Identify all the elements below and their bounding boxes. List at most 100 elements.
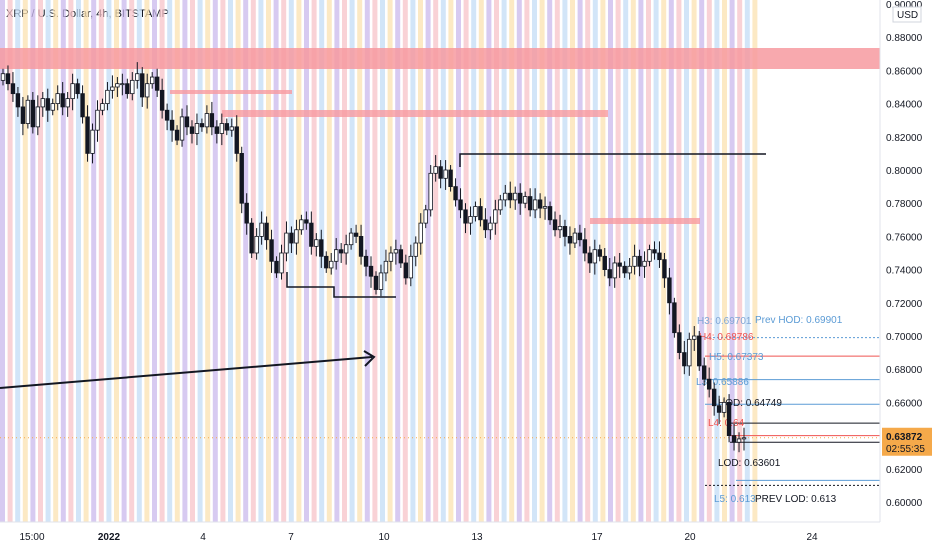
level-label: H4: 0.68786: [699, 332, 754, 343]
candle: [552, 211, 558, 237]
stripe: [15, 0, 21, 522]
candle: [542, 196, 548, 220]
candle: [637, 249, 642, 277]
candle-body: [269, 239, 274, 262]
stripe: [190, 0, 195, 522]
stripe: [136, 0, 142, 522]
candle: [75, 78, 80, 99]
candle: [562, 219, 568, 247]
candle-body: [493, 209, 498, 224]
candle: [478, 198, 483, 227]
candle: [667, 267, 672, 315]
candle: [508, 181, 513, 209]
stripe: [174, 0, 180, 522]
candle: [537, 193, 543, 219]
candle-body: [194, 123, 200, 134]
candle: [169, 110, 175, 142]
candle-body: [140, 73, 145, 98]
candle: [214, 120, 220, 144]
candle-body: [408, 255, 413, 279]
candle-body: [329, 260, 334, 269]
candle: [443, 160, 448, 190]
candle-body: [428, 172, 433, 211]
candle-body: [706, 378, 712, 390]
stripe: [98, 0, 104, 522]
candle: [388, 246, 394, 272]
candle: [433, 155, 438, 182]
stripe: [570, 0, 575, 522]
candle-body: [617, 262, 622, 267]
candle-body: [154, 76, 160, 91]
candle-body: [259, 222, 264, 237]
y-tick-label: 0.62000: [886, 465, 923, 476]
candle-body: [224, 123, 229, 131]
candle-body: [209, 113, 215, 128]
x-tick-label: 13: [471, 532, 483, 543]
candle-body: [453, 186, 458, 201]
stripe: [623, 0, 629, 522]
candle-body: [647, 249, 652, 262]
candle: [179, 108, 185, 147]
stripe: [608, 0, 613, 522]
candle: [682, 340, 687, 375]
candle: [458, 188, 463, 219]
candle-body: [741, 437, 747, 440]
candle: [687, 332, 692, 376]
stripe: [478, 0, 484, 522]
candle-body: [527, 196, 533, 211]
y-tick-label: 0.78000: [886, 199, 923, 210]
candle-body: [319, 239, 324, 257]
candle: [135, 62, 140, 89]
stripe: [706, 0, 712, 522]
candle-body: [179, 116, 185, 141]
level-label: LOD: 0.63601: [718, 458, 781, 469]
candle-body: [70, 83, 75, 100]
candle: [110, 75, 115, 99]
candle-body: [398, 249, 404, 264]
candle: [120, 73, 125, 96]
candle-body: [503, 192, 508, 201]
candle: [363, 249, 369, 277]
candle-body: [537, 199, 543, 209]
candle-body: [726, 401, 732, 436]
stripe: [296, 0, 302, 522]
candle-body: [547, 206, 553, 221]
candle: [284, 221, 289, 262]
candle-body: [125, 83, 130, 95]
stripe: [532, 0, 537, 522]
candle: [60, 82, 65, 116]
candle-body: [10, 83, 16, 95]
candle: [55, 85, 60, 111]
stripe: [304, 0, 309, 522]
candle: [498, 194, 503, 215]
candle-body: [199, 123, 205, 128]
level-label: L3: 0.65886: [696, 377, 749, 388]
candle-body: [214, 126, 220, 134]
stripe: [722, 0, 727, 522]
time-axis-bg: [0, 522, 932, 550]
candle-body: [443, 169, 448, 179]
x-tick-label: 24: [806, 532, 818, 543]
candle-body: [174, 129, 180, 141]
stripe: [676, 0, 682, 522]
candle: [90, 123, 95, 164]
stripe: [440, 0, 446, 522]
candle-body: [85, 116, 90, 154]
candle-body: [468, 216, 473, 224]
candle-body: [413, 242, 418, 257]
candle: [463, 203, 468, 234]
y-tick-label: 0.68000: [886, 365, 923, 376]
candle: [100, 98, 105, 116]
candle: [672, 297, 677, 338]
stripe: [471, 0, 477, 522]
candle: [70, 73, 75, 111]
candle-body: [562, 226, 568, 237]
stripe: [357, 0, 363, 522]
candle-body: [75, 83, 80, 95]
candle-body: [498, 199, 503, 211]
candle: [279, 244, 284, 280]
candle: [368, 256, 374, 288]
candle: [716, 395, 722, 424]
candle: [353, 224, 359, 244]
